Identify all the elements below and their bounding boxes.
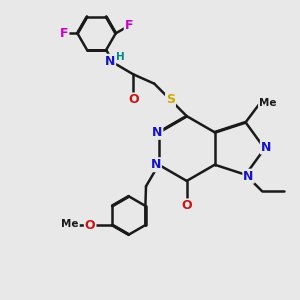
Text: Me: Me [259,98,276,108]
Text: O: O [85,219,95,232]
Text: N: N [105,55,115,68]
Text: F: F [125,20,133,32]
Text: Me: Me [61,219,79,229]
Text: F: F [60,27,68,40]
Text: N: N [152,126,162,139]
Text: S: S [166,93,175,106]
Text: N: N [243,170,254,183]
Text: H: H [116,52,124,62]
Text: N: N [261,141,271,154]
Text: N: N [151,158,161,171]
Text: O: O [128,93,139,106]
Text: O: O [182,200,192,212]
